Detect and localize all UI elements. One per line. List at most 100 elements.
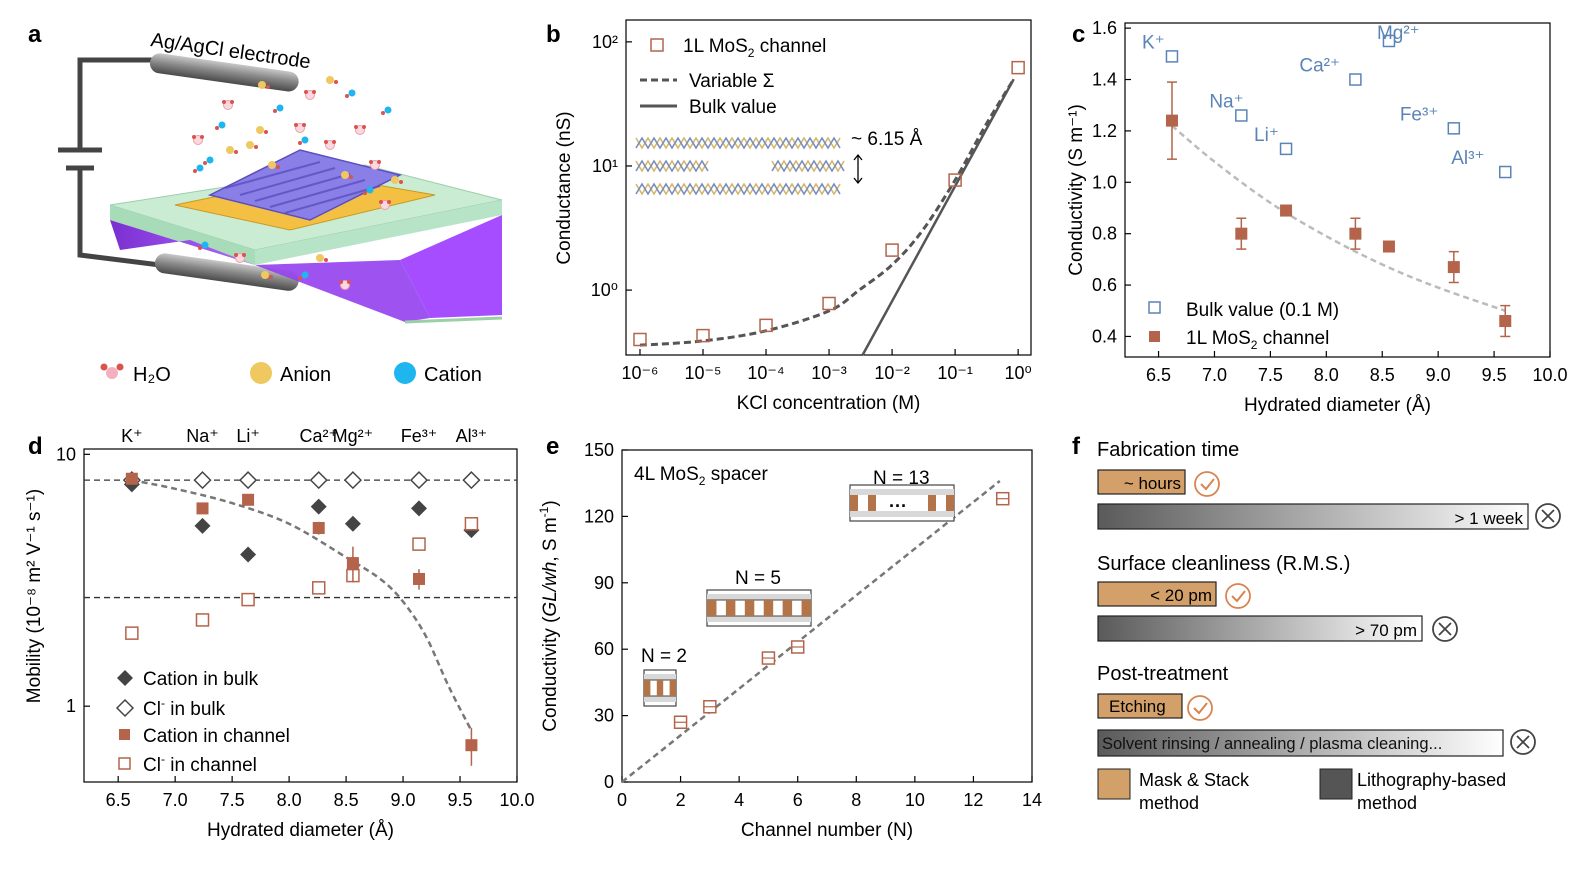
cation [201,241,209,249]
cross-icon [1510,729,1536,755]
data-point-channel [1235,227,1248,240]
x-axis-label: Hydrated diameter (Å) [207,820,394,841]
hydration-shell [276,165,280,169]
inset-spacer [669,680,676,696]
water-hydrogen [332,140,336,144]
mos2-layer-s [635,136,841,150]
y-tick-label: 30 [594,706,614,726]
water-hydrogen [242,253,246,257]
legend-marker-cation-channel [119,729,130,740]
bottom-electrode [154,253,299,291]
cation [348,89,356,97]
mos2-layer-s [635,159,709,173]
x-tick-label: 7.5 [220,790,245,810]
bar-bad-cleanliness-label: > 70 pm [1355,621,1417,640]
y-tick-label: 1.0 [1092,172,1117,192]
panel-label-c: c [1072,21,1085,48]
water-hydrogen [387,200,391,204]
substrate-front [255,200,502,265]
legend-water: H₂O [133,364,171,386]
data-point-bulk [1235,109,1248,122]
cross-icon [1535,503,1561,529]
data-point-channel [822,296,836,311]
hydration-shell [203,161,207,165]
y-tick-label: 0.8 [1092,224,1117,244]
legend-text-mask-line1: Mask & Stack [1139,770,1250,790]
panel-a: a Ag/AgCl electrode [28,21,503,386]
data-point-cl-bulk [409,471,429,490]
inset-n13-ellipsis: ··· [889,496,907,516]
hydration-shell [269,275,273,279]
plot-c: 6.5 7.0 7.5 8.0 8.5 9.0 9.5 10.0 0.4 0.6 0.8 1.0 1.2… [1066,18,1568,416]
top-ion-label: Al³⁺ [456,426,488,446]
hydration-shell [334,80,338,84]
inset-spacer [868,495,876,511]
data-point-channel [1447,261,1460,274]
water-hydrogen [302,123,306,127]
hydration-shell [273,109,277,113]
legend-d: Cation in bulk Cl- in bulk Cation in cha… [115,669,290,776]
data-point-cation-channel [196,502,209,515]
x-tick-label: 9.0 [391,790,416,810]
panel-label-b: b [546,21,561,48]
legend-text-variable-b: Variable Σ [689,71,774,92]
panel-a-legend: H₂O Anion Cation [100,362,482,386]
x-tick-label: 6.5 [106,790,131,810]
top-ion-label: Li⁺ [236,426,260,446]
ion-label: Ca²⁺ [1299,56,1340,77]
x-axis-label: Channel number (N) [741,820,913,841]
data-point-cation-channel [465,739,478,752]
x-tick-label: 10⁰ [1005,363,1032,383]
annotation-n5: N = 5 [735,568,781,589]
bar-bad-fabrication [1097,503,1529,530]
bar-bad-fabrication-label: > 1 week [1454,509,1523,528]
bar-bad-cleanliness [1097,615,1423,642]
inset-spacer [744,600,755,616]
y-tick-label: 1.4 [1092,70,1117,90]
y-axis-label: Conductivity (GL/wh, S m-1) [537,500,561,731]
data-point-bulk [1499,165,1512,179]
data-point-cation-bulk [194,517,211,534]
legend-marker-cl-bulk [115,698,135,718]
water-hydrogen [234,253,238,257]
series-fit [131,478,473,732]
well-left [110,220,255,265]
check-icon [1225,583,1251,609]
data-point-cl-bulk [343,471,362,490]
series-bulk-value [861,78,1015,356]
data-point-cl-channel [125,626,139,640]
cation [196,164,204,172]
bar-good-cleanliness-label: < 20 pm [1150,586,1212,605]
bar-bad-post-label: Solvent rinsing / annealing / plasma cle… [1102,735,1442,753]
annotation-n13: N = 13 [873,468,930,489]
cross-icon [1432,616,1458,642]
water-hydrogen [379,200,383,204]
legend-marker-bulk-c [1148,301,1161,314]
data-point-channel [696,328,710,343]
water-hydrogen [294,123,298,127]
plot-d: 6.5 7.0 7.5 8.0 8.5 9.0 9.5 10.0 1 10 Hydrated dia… [24,426,535,841]
hydration-shell [234,150,238,154]
check-icon [1187,695,1213,721]
x-tick-label: 6.5 [1146,365,1171,385]
inset-layer-bottom [850,511,954,517]
axes-frame-c [1124,22,1551,358]
bar-good-post [1097,693,1183,719]
y-tick-label: 10² [592,32,618,52]
cation [366,186,374,194]
top-ion-label: Ca²⁺ [299,426,338,446]
inset-spacer [946,495,954,511]
x-tick-label: 8.5 [334,790,359,810]
y-tick-label: 0 [604,772,614,792]
legend-text-channel-b: 1L MoS2 channel [683,36,826,60]
x-tick-label: 6 [793,790,803,810]
anion [258,81,266,89]
ion-label: Li⁺ [1254,125,1279,146]
hydration-shell [381,111,385,115]
series-variable-sigma [639,78,1015,347]
legend-swatch-mask [1097,768,1131,800]
panel-e: e 0 2 4 6 8 10 12 14 0 30 60 90 120 150 Channel number… [537,433,1042,841]
data-point-channel [948,173,962,187]
panel-label-f: f [1072,433,1081,460]
anion [256,126,264,134]
